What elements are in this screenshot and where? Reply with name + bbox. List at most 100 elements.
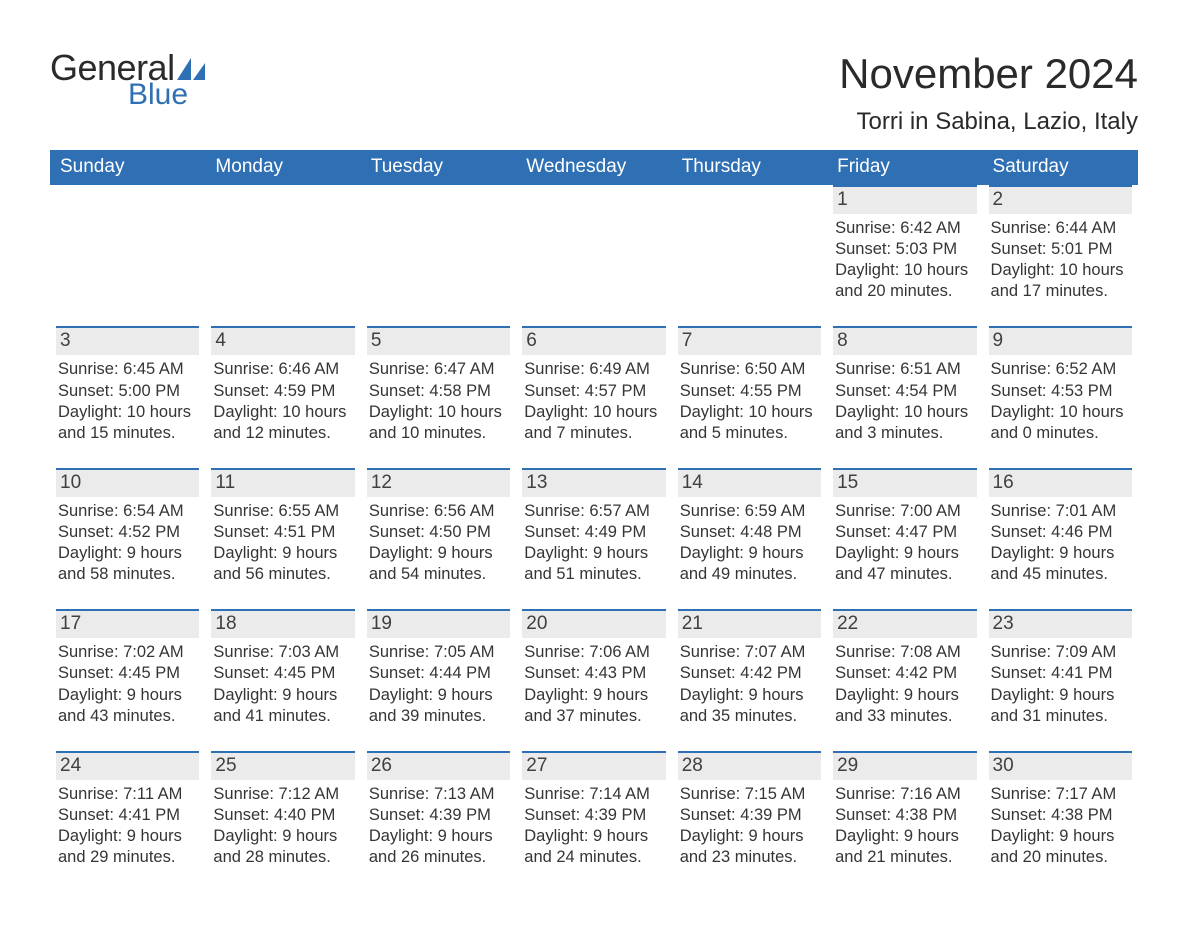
brand-word-blue: Blue — [128, 80, 188, 110]
brand-logo: General Blue — [50, 50, 205, 110]
day-cell: 3Sunrise: 6:45 AMSunset: 5:00 PMDaylight… — [50, 326, 205, 467]
day-line-sunset: Sunset: 4:38 PM — [991, 805, 1130, 826]
day-cell: 14Sunrise: 6:59 AMSunset: 4:48 PMDayligh… — [672, 468, 827, 609]
date-number: 22 — [833, 609, 976, 638]
day-of-week-header: SundayMondayTuesdayWednesdayThursdayFrid… — [50, 150, 1138, 185]
day-cell: 29 Sunrise: 7:16 AMSunset: 4:38 PMDayligh… — [827, 751, 982, 892]
day-cell: 2Sunrise: 6:44 AMSunset: 5:01 PMDaylight… — [983, 185, 1138, 326]
day-cell: 11 Sunrise: 6:55 AMSunset: 4:51 PMDayligh… — [205, 468, 360, 609]
day-line-daylight2: and 33 minutes. — [835, 706, 974, 727]
day-cell: 30Sunrise: 7:17 AMSunset: 4:38 PMDayligh… — [983, 751, 1138, 892]
day-line-daylight2: and 20 minutes. — [835, 281, 974, 302]
page-header: General Blue November 2024 Torri in Sabi… — [50, 50, 1138, 136]
day-line-daylight1: Daylight: 9 hours — [680, 826, 819, 847]
day-body: Sunrise: 7:07 AMSunset: 4:42 PMDaylight:… — [678, 642, 821, 726]
weeks-container: 1 Sunrise: 6:42 AMSunset: 5:03 PMDaylight… — [50, 185, 1138, 892]
date-number: 11 — [211, 468, 354, 497]
day-line-sunrise: Sunrise: 7:00 AM — [835, 501, 974, 522]
day-line-sunset: Sunset: 4:41 PM — [58, 805, 197, 826]
day-line-sunset: Sunset: 4:48 PM — [680, 522, 819, 543]
day-body: Sunrise: 7:08 AMSunset: 4:42 PMDaylight:… — [833, 642, 976, 726]
day-line-sunrise: Sunrise: 6:59 AM — [680, 501, 819, 522]
day-line-daylight1: Daylight: 9 hours — [835, 543, 974, 564]
day-cell: 25Sunrise: 7:12 AMSunset: 4:40 PMDayligh… — [205, 751, 360, 892]
day-line-daylight2: and 39 minutes. — [369, 706, 508, 727]
day-line-sunrise: Sunrise: 7:16 AM — [835, 784, 974, 805]
day-cell: 18Sunrise: 7:03 AMSunset: 4:45 PMDayligh… — [205, 609, 360, 750]
day-cell: 17Sunrise: 7:02 AMSunset: 4:45 PMDayligh… — [50, 609, 205, 750]
day-body: Sunrise: 6:57 AMSunset: 4:49 PMDaylight:… — [522, 501, 665, 585]
day-line-daylight1: Daylight: 9 hours — [524, 685, 663, 706]
day-cell: 21Sunrise: 7:07 AMSunset: 4:42 PMDayligh… — [672, 609, 827, 750]
day-line-daylight2: and 29 minutes. — [58, 847, 197, 868]
day-line-sunset: Sunset: 4:42 PM — [835, 663, 974, 684]
date-number: 1 — [833, 185, 976, 214]
day-line-daylight1: Daylight: 9 hours — [524, 826, 663, 847]
day-body: Sunrise: 7:17 AMSunset: 4:38 PMDaylight:… — [989, 784, 1132, 868]
day-line-sunset: Sunset: 4:38 PM — [835, 805, 974, 826]
date-number: 18 — [211, 609, 354, 638]
day-line-sunset: Sunset: 4:50 PM — [369, 522, 508, 543]
sail-icon — [177, 58, 205, 80]
date-number: 27 — [522, 751, 665, 780]
day-cell: 15Sunrise: 7:00 AMSunset: 4:47 PMDayligh… — [827, 468, 982, 609]
date-number: 10 — [56, 468, 199, 497]
date-number: 19 — [367, 609, 510, 638]
day-line-sunset: Sunset: 4:41 PM — [991, 663, 1130, 684]
day-cell: 9Sunrise: 6:52 AMSunset: 4:53 PMDaylight… — [983, 326, 1138, 467]
day-line-sunrise: Sunrise: 7:02 AM — [58, 642, 197, 663]
day-line-sunrise: Sunrise: 7:06 AM — [524, 642, 663, 663]
date-number: 14 — [678, 468, 821, 497]
day-line-daylight2: and 37 minutes. — [524, 706, 663, 727]
day-line-daylight2: and 28 minutes. — [213, 847, 352, 868]
date-number: 23 — [989, 609, 1132, 638]
day-cell: 12Sunrise: 6:56 AMSunset: 4:50 PMDayligh… — [361, 468, 516, 609]
day-line-sunrise: Sunrise: 7:08 AM — [835, 642, 974, 663]
day-cell: 27Sunrise: 7:14 AMSunset: 4:39 PMDayligh… — [516, 751, 671, 892]
date-number: 6 — [522, 326, 665, 355]
day-line-daylight2: and 23 minutes. — [680, 847, 819, 868]
day-line-sunrise: Sunrise: 6:56 AM — [369, 501, 508, 522]
day-body: Sunrise: 6:42 AMSunset: 5:03 PMDaylight:… — [833, 218, 976, 302]
title-block: November 2024 Torri in Sabina, Lazio, It… — [839, 50, 1138, 136]
date-number: 29 — [833, 751, 976, 780]
day-cell: 23Sunrise: 7:09 AMSunset: 4:41 PMDayligh… — [983, 609, 1138, 750]
day-body: Sunrise: 7:01 AMSunset: 4:46 PMDaylight:… — [989, 501, 1132, 585]
day-line-sunrise: Sunrise: 6:42 AM — [835, 218, 974, 239]
day-line-daylight1: Daylight: 10 hours — [524, 402, 663, 423]
day-body: Sunrise: 7:12 AMSunset: 4:40 PMDaylight:… — [211, 784, 354, 868]
day-line-daylight1: Daylight: 9 hours — [991, 543, 1130, 564]
day-line-daylight1: Daylight: 10 hours — [369, 402, 508, 423]
date-number: 13 — [522, 468, 665, 497]
day-body: Sunrise: 6:44 AMSunset: 5:01 PMDaylight:… — [989, 218, 1132, 302]
month-title: November 2024 — [839, 50, 1138, 98]
day-line-daylight2: and 35 minutes. — [680, 706, 819, 727]
day-body: Sunrise: 7:00 AMSunset: 4:47 PMDaylight:… — [833, 501, 976, 585]
day-cell — [672, 185, 827, 326]
day-line-sunset: Sunset: 4:53 PM — [991, 381, 1130, 402]
day-line-sunset: Sunset: 4:46 PM — [991, 522, 1130, 543]
date-number: 7 — [678, 326, 821, 355]
day-cell: 28Sunrise: 7:15 AMSunset: 4:39 PMDayligh… — [672, 751, 827, 892]
day-body: Sunrise: 6:55 AMSunset: 4:51 PMDaylight:… — [211, 501, 354, 585]
day-line-sunrise: Sunrise: 6:46 AM — [213, 359, 352, 380]
day-cell: 24Sunrise: 7:11 AMSunset: 4:41 PMDayligh… — [50, 751, 205, 892]
day-cell: 6Sunrise: 6:49 AMSunset: 4:57 PMDaylight… — [516, 326, 671, 467]
day-line-sunset: Sunset: 4:58 PM — [369, 381, 508, 402]
day-body: Sunrise: 7:06 AMSunset: 4:43 PMDaylight:… — [522, 642, 665, 726]
day-line-daylight1: Daylight: 9 hours — [680, 685, 819, 706]
day-line-daylight1: Daylight: 9 hours — [58, 685, 197, 706]
week-row: 17Sunrise: 7:02 AMSunset: 4:45 PMDayligh… — [50, 609, 1138, 750]
day-line-daylight2: and 17 minutes. — [991, 281, 1130, 302]
day-line-sunrise: Sunrise: 7:13 AM — [369, 784, 508, 805]
day-line-sunrise: Sunrise: 6:55 AM — [213, 501, 352, 522]
day-line-daylight2: and 10 minutes. — [369, 423, 508, 444]
day-line-daylight1: Daylight: 10 hours — [835, 402, 974, 423]
day-line-daylight1: Daylight: 10 hours — [58, 402, 197, 423]
day-line-sunrise: Sunrise: 7:05 AM — [369, 642, 508, 663]
day-body: Sunrise: 6:46 AMSunset: 4:59 PMDaylight:… — [211, 359, 354, 443]
date-number: 28 — [678, 751, 821, 780]
day-line-daylight2: and 26 minutes. — [369, 847, 508, 868]
day-body: Sunrise: 7:16 AMSunset: 4:38 PMDaylight:… — [833, 784, 976, 868]
day-line-daylight2: and 15 minutes. — [58, 423, 197, 444]
